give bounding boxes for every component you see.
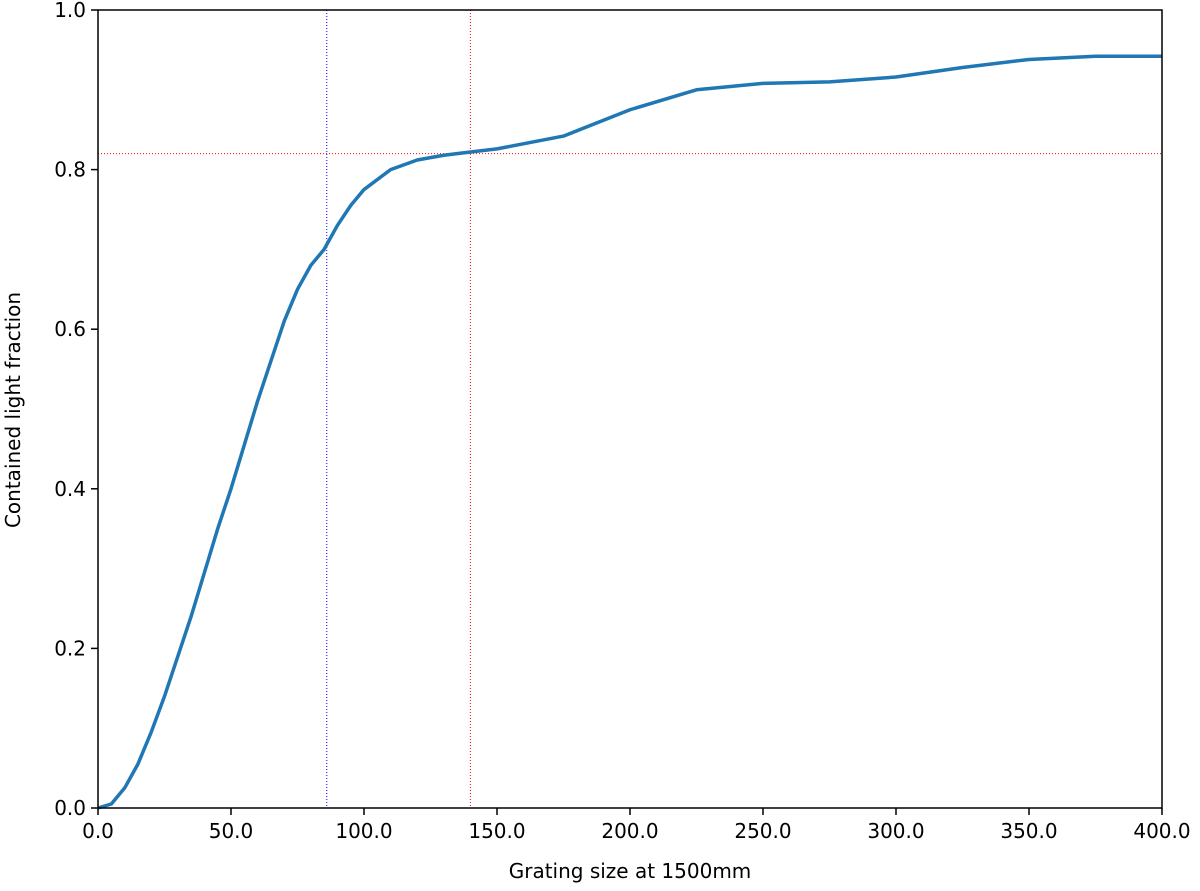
x-tick-label: 400.0 [1133,819,1190,843]
x-tick-label: 150.0 [468,819,525,843]
x-tick-label: 200.0 [601,819,658,843]
y-tick-label: 0.6 [54,317,86,341]
x-tick-label: 350.0 [1000,819,1057,843]
plot-frame [97,9,1163,809]
x-tick-label: 0.0 [82,819,114,843]
y-tick-label: 0.4 [54,477,86,501]
x-axis-label: Grating size at 1500mm [509,859,752,883]
x-tick-label: 100.0 [335,819,392,843]
y-tick-label: 0.8 [54,158,86,182]
y-tick-label: 0.0 [54,796,86,820]
x-tick-label: 50.0 [209,819,254,843]
x-tick-label: 250.0 [734,819,791,843]
x-tick-label: 300.0 [867,819,924,843]
y-tick-label: 1.0 [54,0,86,22]
y-axis-label: Contained light fraction [1,292,25,528]
y-tick-label: 0.2 [54,636,86,660]
data-line [97,54,1162,810]
